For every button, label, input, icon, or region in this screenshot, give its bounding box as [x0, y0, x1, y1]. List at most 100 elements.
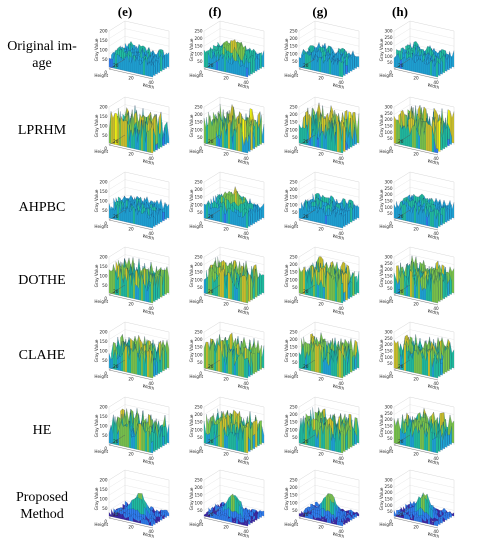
z-tick-label: 300: [385, 29, 393, 34]
surface-facet: [425, 64, 429, 75]
surface-facet: [413, 62, 417, 73]
surface-facet: [435, 436, 439, 454]
grid-line: [108, 321, 126, 333]
x-axis-label: Width: [237, 82, 250, 90]
grid-line: [298, 28, 316, 39]
surface-facet: [245, 137, 249, 154]
grid-line: [393, 96, 411, 108]
surface-facet: [322, 287, 326, 300]
height-axis: [108, 134, 126, 146]
z-tick-label: 50: [102, 57, 108, 62]
surface-facet: [255, 204, 258, 223]
height-axis: [298, 284, 316, 296]
surface-facet: [146, 217, 150, 228]
height-axis: [108, 434, 126, 446]
surface-plot-g-row0: 250 200 150 100 50 20 40 0 20 Gray Value Width Heig…: [284, 20, 385, 94]
z-tick-label: 250: [195, 29, 203, 34]
surface-facet: [157, 60, 160, 73]
surface-plot-h-row4: 300 250 200 150 100 50 20 40 0 20 Gray Value Width H…: [379, 321, 480, 395]
grid-line: [203, 104, 221, 115]
z-axis-label: Gray Value: [379, 414, 384, 437]
y-tick-label: 20: [303, 214, 309, 219]
y-axis-label: Height: [284, 224, 298, 229]
x-tick-label: 40: [338, 80, 344, 85]
z-tick-label: 300: [385, 255, 393, 260]
column-header-g: (g): [312, 4, 328, 19]
z-axis-label: Gray Value: [189, 339, 194, 362]
surface-facet: [431, 438, 435, 453]
y-axis-label: Height: [379, 299, 393, 304]
grid-line: [108, 20, 126, 32]
y-tick-label: 0: [199, 70, 202, 75]
surface-facet: [409, 56, 413, 72]
y-axis-label: Height: [189, 73, 203, 78]
surface-facet: [130, 348, 134, 374]
grid-line: [314, 28, 360, 39]
x-axis-label: Width: [237, 308, 250, 316]
x-tick-label: 40: [243, 306, 249, 311]
column-header-h: (h): [392, 4, 408, 19]
y-axis-label: Height: [189, 299, 203, 304]
surface-facet: [108, 203, 112, 219]
grid-line: [203, 329, 221, 340]
grid-line: [409, 329, 455, 340]
y-tick-label: 0: [389, 371, 392, 376]
width-axis: [298, 294, 344, 306]
surface-facet: [442, 345, 445, 374]
z-axis-label: Gray Value: [379, 339, 384, 362]
grid-line: [124, 469, 170, 481]
surface-facet: [162, 435, 165, 447]
surface-facet: [352, 54, 355, 71]
grid-line: [409, 404, 455, 415]
z-axis-label: Gray Value: [379, 38, 384, 61]
width-axis: [108, 68, 154, 80]
height-axis: [298, 209, 316, 221]
z-tick-label: 100: [290, 352, 298, 357]
surface-facet: [128, 211, 132, 224]
y-tick-label: 0: [104, 146, 107, 151]
surface-facet: [124, 345, 128, 373]
surface-facet: [227, 208, 231, 225]
x-tick-label: 20: [128, 76, 134, 81]
z-axis-label: Gray Value: [189, 414, 194, 437]
surface-facet: [451, 420, 455, 444]
surface-facet: [248, 360, 251, 377]
grid-line: [108, 96, 126, 108]
grid-line: [108, 254, 126, 265]
surface-facet: [261, 123, 265, 144]
z-tick-label: 250: [385, 261, 393, 266]
grid-line: [203, 254, 221, 265]
z-tick-label: 250: [385, 336, 393, 341]
surface-facet: [221, 269, 225, 298]
surface-facet: [130, 436, 134, 449]
grid-line: [108, 43, 126, 54]
surface-facet: [252, 209, 255, 224]
x-tick-label: 40: [338, 231, 344, 236]
z-tick-label: 250: [290, 330, 298, 335]
surface-facet: [150, 440, 154, 454]
grid-line: [409, 112, 455, 123]
surface-facet: [203, 204, 207, 219]
z-tick-label: 200: [290, 36, 298, 41]
z-axis-label: Gray Value: [379, 189, 384, 212]
width-axis: [203, 294, 249, 306]
z-tick-label: 150: [195, 195, 203, 200]
grid-line: [219, 28, 265, 39]
y-axis-label: Height: [284, 73, 298, 78]
z-tick-label: 250: [290, 255, 298, 260]
width-axis: [393, 369, 439, 381]
y-tick-label: 0: [199, 146, 202, 151]
surface-facet: [215, 61, 219, 71]
y-tick-label: 0: [389, 146, 392, 151]
grid-line: [108, 171, 126, 183]
surface-facet: [438, 277, 441, 302]
width-axis: [393, 144, 439, 156]
surface-facet: [352, 204, 355, 222]
surface-facet: [155, 358, 158, 376]
surface-facet: [223, 55, 227, 73]
surface-facet: [227, 61, 231, 74]
